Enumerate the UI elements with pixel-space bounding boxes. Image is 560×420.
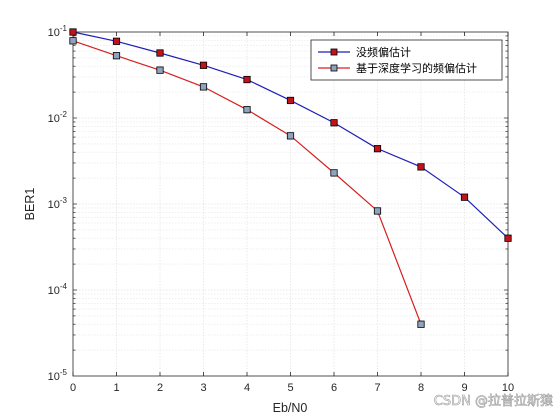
series-1-point <box>69 28 77 36</box>
y-tick-label: 10-1 <box>48 24 68 39</box>
y-tick-base: 10 <box>48 371 60 383</box>
x-tick-label: 10 <box>502 382 514 394</box>
y-tick-base: 10 <box>48 27 60 39</box>
series-group <box>69 28 512 328</box>
series-2-point <box>112 52 121 60</box>
series-2-point <box>243 106 251 114</box>
x-tick-label: 6 <box>331 382 337 394</box>
legend-marker-series-1 <box>330 48 338 56</box>
series-1-point <box>112 37 121 45</box>
series-1-point <box>417 163 425 171</box>
x-tick-label: 3 <box>200 382 206 394</box>
legend-marker-series-2 <box>330 64 338 72</box>
legend-box <box>310 39 503 81</box>
y-tick-base: 10 <box>48 285 60 297</box>
x-tick-label: 9 <box>461 382 467 394</box>
series-1-point <box>460 193 469 201</box>
x-tick-label: 0 <box>70 382 76 394</box>
y-tick-label: 10-4 <box>48 282 68 297</box>
series-2-point <box>156 66 164 74</box>
x-tick-label: 1 <box>113 382 119 394</box>
series-1-point <box>243 75 251 84</box>
y-tick-base: 10 <box>48 113 60 125</box>
series-2-point <box>330 169 338 177</box>
series-1-point <box>330 119 338 127</box>
y-tick-label: 10-5 <box>48 368 68 383</box>
series-2-point <box>199 83 208 91</box>
y-tick-label: 10-3 <box>48 196 68 211</box>
series-1-point <box>156 49 164 57</box>
y-tick-exponent: -2 <box>60 110 68 119</box>
grid <box>73 32 508 376</box>
x-tick-label: 2 <box>157 382 163 394</box>
x-tick-label: 8 <box>418 382 424 394</box>
legend: 没频偏估计 基于深度学习的频偏估计 <box>310 39 503 81</box>
y-axis-label: BER1 <box>23 188 37 221</box>
legend-label-series-2: 基于深度学习的频偏估计 <box>356 61 477 75</box>
series-1-point <box>199 61 208 69</box>
series-2-point <box>69 37 77 45</box>
x-tick-label: 4 <box>244 382 250 394</box>
x-axis-label: Eb/N0 <box>273 401 308 415</box>
series-1-point <box>504 234 512 242</box>
series-2-point <box>286 132 295 140</box>
y-tick-label: 10-2 <box>48 110 68 125</box>
y-tick-base: 10 <box>48 199 60 211</box>
x-tick-label: 5 <box>287 382 293 394</box>
y-tick-exponent: -5 <box>60 368 68 377</box>
series-2-point <box>417 320 425 328</box>
series-2-point <box>373 207 382 215</box>
series-1-point <box>373 145 382 153</box>
watermark: CSDN @拉普拉斯猿 <box>434 394 553 409</box>
y-tick-exponent: -4 <box>60 282 68 291</box>
x-tick-label: 7 <box>374 382 380 394</box>
series-1-point <box>286 96 295 105</box>
y-tick-exponent: -1 <box>60 24 68 33</box>
y-tick-exponent: -3 <box>60 196 68 205</box>
legend-label-series-1: 没频偏估计 <box>356 45 411 59</box>
